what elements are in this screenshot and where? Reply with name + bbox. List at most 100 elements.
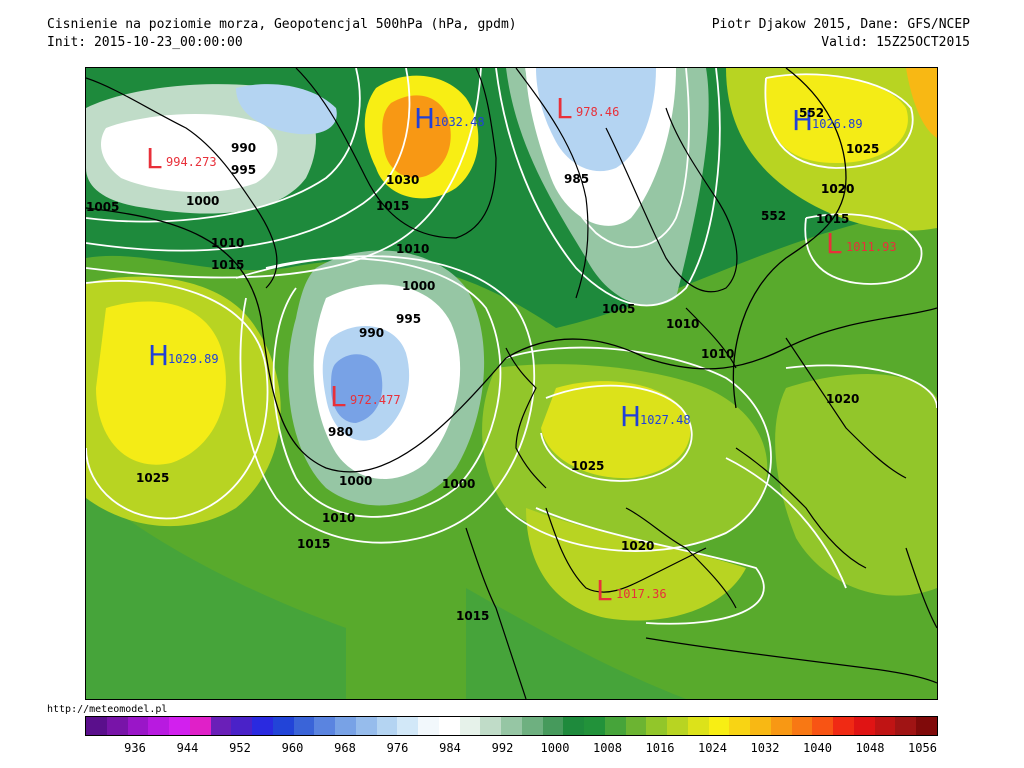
legend-swatch — [542, 717, 564, 735]
legend-swatch — [127, 717, 149, 735]
isobar-label: 1005 — [86, 200, 119, 214]
isobar-label: 1030 — [386, 173, 419, 187]
isobar-label: 1005 — [602, 302, 635, 316]
legend-swatch — [418, 717, 439, 735]
low-pressure-center: L 972.477 — [330, 380, 401, 413]
legend-swatch — [272, 717, 294, 735]
isobar-label: 1010 — [322, 511, 355, 525]
isobar-label: 1015 — [297, 537, 330, 551]
legend-swatch — [563, 717, 584, 735]
legend-swatch — [231, 717, 252, 735]
legend-swatch — [729, 717, 750, 735]
legend-tick-label: 1032 — [750, 741, 780, 755]
legend-tick-label: 1016 — [645, 741, 675, 755]
center-value: 994.273 — [166, 155, 217, 169]
isobar-label: 1020 — [621, 539, 654, 553]
legend-tick-label: 1040 — [803, 741, 832, 755]
legend-tick-label: 976 — [386, 741, 409, 755]
isobar-label: 1025 — [846, 142, 879, 156]
center-value: 1026.89 — [812, 117, 863, 131]
legend-tick-label: 1000 — [540, 741, 570, 755]
center-value: 1029.89 — [168, 352, 219, 366]
center-value: 1011.93 — [846, 240, 897, 254]
coastlines — [86, 68, 937, 699]
legend-swatch — [874, 717, 896, 735]
isobar-label: 1020 — [821, 182, 854, 196]
isobar-label: 1025 — [136, 471, 169, 485]
legend-tick-label: 1056 — [908, 741, 937, 755]
legend-swatch — [459, 717, 481, 735]
legend-swatch — [210, 717, 232, 735]
legend-tick-label: 1008 — [593, 741, 622, 755]
center-letter: H — [620, 400, 641, 433]
legend-swatch — [916, 717, 937, 735]
pressure-legend-labels: 936 944 952 960 968 976 984 992 1000 1008 1016 1024… — [85, 741, 938, 757]
legend-swatch — [750, 717, 771, 735]
legend-swatch — [895, 717, 916, 735]
isobar-label: 1015 — [816, 212, 849, 226]
center-value: 1017.36 — [616, 587, 667, 601]
legend-swatch — [314, 717, 335, 735]
low-pressure-center: L 994.273 — [146, 142, 217, 175]
high-core-europe — [541, 381, 691, 479]
author-credit: Piotr Djakow 2015, Dane: GFS/NCEP — [711, 17, 970, 32]
legend-tick-label: 968 — [334, 741, 356, 755]
legend-swatch — [770, 717, 792, 735]
isobar-label: 1025 — [571, 459, 604, 473]
center-value: 978.46 — [576, 105, 619, 119]
legend-tick-label: 944 — [176, 741, 199, 755]
legend-swatch — [646, 717, 667, 735]
center-letter: L — [330, 380, 346, 413]
legend-swatch — [148, 717, 169, 735]
legend-tick-label: 960 — [281, 741, 304, 755]
isobar-label: 990 — [359, 326, 384, 340]
center-letter: L — [596, 574, 612, 607]
isobar-label: 995 — [396, 312, 421, 326]
isobar-label: 1010 — [666, 317, 699, 331]
isobar-label: 1015 — [211, 258, 244, 272]
pressure-map: L 994.273 H 1032.48 L 978.46 H 1026.89 L 1011.93 H… — [85, 67, 938, 700]
atlantic-low-core — [331, 354, 383, 423]
isobar-label: 552 — [799, 106, 824, 120]
isobar-label: 990 — [231, 141, 256, 155]
mediterranean-area — [526, 508, 746, 621]
low-pressure-center: L 978.46 — [556, 92, 619, 125]
init-time: Init: 2015-10-23_00:00:00 — [47, 35, 243, 50]
legend-swatch — [335, 717, 356, 735]
isobar-label: 1010 — [396, 242, 429, 256]
high-edge-northeast — [906, 68, 937, 138]
legend-swatch — [501, 717, 522, 735]
legend-swatch — [169, 717, 190, 735]
isobar-label: 1000 — [339, 474, 372, 488]
legend-swatch — [252, 717, 273, 735]
legend-swatch — [355, 717, 377, 735]
isobar-label: 980 — [328, 425, 353, 439]
pressure-legend-bar — [85, 716, 938, 736]
source-url: http://meteomodel.pl — [47, 704, 168, 715]
geopotential-lines — [86, 68, 937, 473]
band-green-southeast — [466, 588, 686, 699]
legend-tick-label: 1024 — [698, 741, 727, 755]
legend-swatch — [438, 717, 460, 735]
legend-tick-label: 984 — [439, 741, 461, 755]
canada-low-inner — [101, 113, 278, 193]
isobar-label: 1000 — [402, 279, 435, 293]
legend-swatch — [86, 717, 107, 735]
valid-time: Valid: 15Z25OCT2015 — [821, 35, 970, 50]
isobar-label: 995 — [231, 163, 256, 177]
center-letter: H — [414, 102, 435, 135]
isobar-label: 1015 — [376, 199, 409, 213]
isobar-label: 985 — [564, 172, 589, 186]
high-core-atlantic — [96, 301, 226, 465]
center-letter: H — [792, 104, 813, 137]
center-letter: L — [146, 142, 162, 175]
legend-swatch — [708, 717, 730, 735]
ridge-area-east — [775, 374, 937, 596]
low-pressure-center: L 1011.93 — [826, 227, 897, 260]
isobars — [86, 68, 937, 625]
isobar-label: 1010 — [211, 236, 244, 250]
